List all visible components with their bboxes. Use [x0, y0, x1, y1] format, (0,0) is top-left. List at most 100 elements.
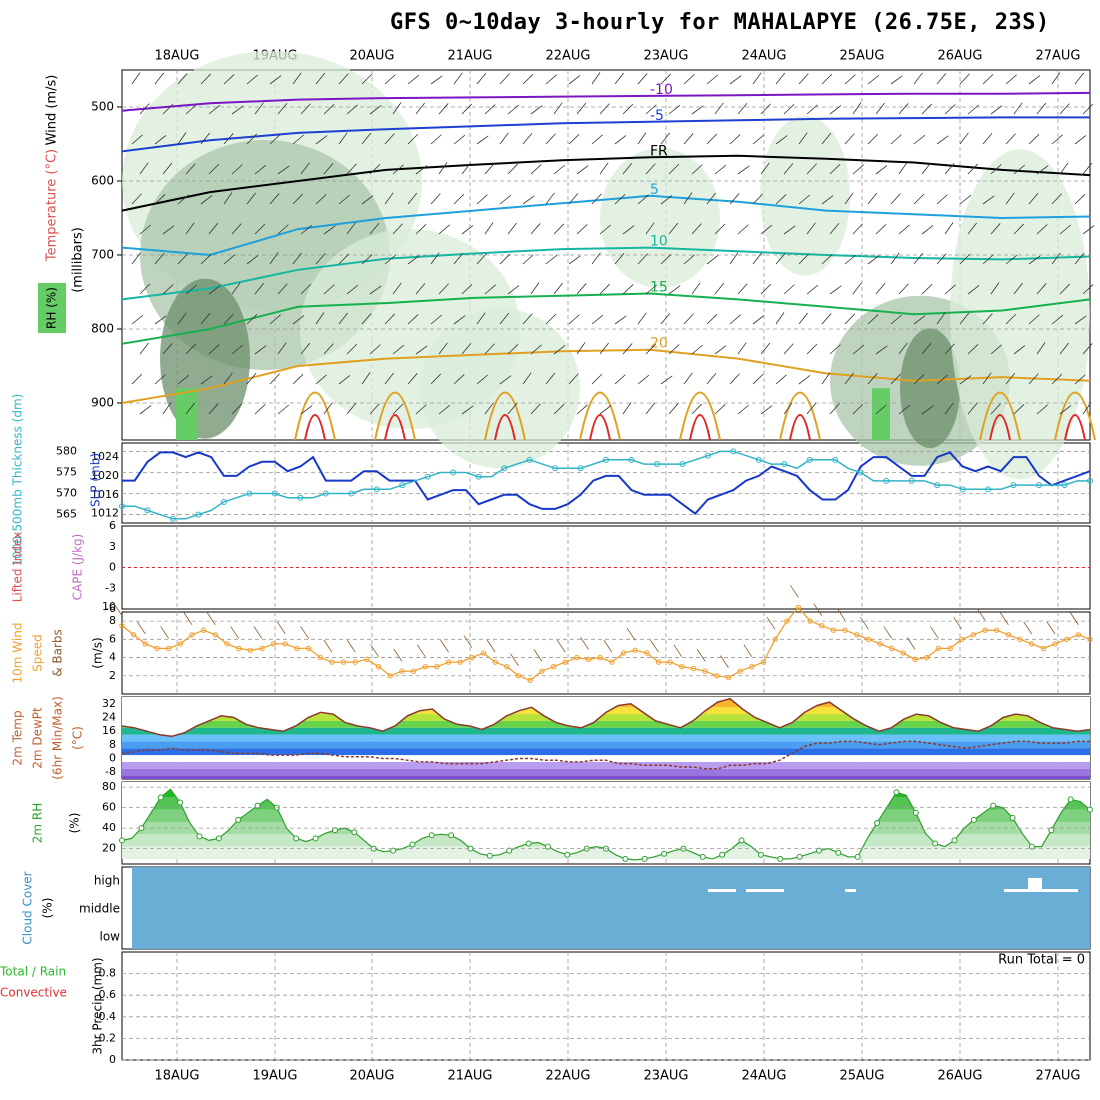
upper-wind-barb [200, 253, 212, 265]
thickness-point [603, 456, 609, 463]
li-tick-label: 6 [109, 519, 116, 532]
upper-wind-barb [691, 223, 702, 235]
upper-wind-barb [645, 104, 657, 115]
upper-wind-barb [921, 162, 931, 175]
upper-wind-barb [982, 195, 995, 205]
upper-wind-barb [614, 253, 625, 265]
upper-wind-barb [254, 102, 264, 115]
thickness-point [704, 452, 711, 459]
upper-wind-barb [829, 223, 840, 235]
upper-wind-barb [729, 373, 740, 385]
isotherm-line [121, 194, 1091, 257]
upper-wind-barb [729, 75, 742, 85]
rh-legend-label: RH (%) [45, 287, 59, 329]
wind-ylabel: 10m Wind [11, 623, 25, 684]
upper-wind-barb [476, 374, 488, 385]
temp-color-band [122, 761, 1090, 769]
upper-wind-barb [1059, 162, 1069, 175]
upper-wind-barb [913, 193, 925, 205]
rh-shading-high [872, 388, 890, 440]
temp-ylabel: (6hr Min/Max) [51, 696, 65, 780]
wind10m-point [469, 654, 475, 661]
temp-color-band [122, 775, 1090, 779]
upper-wind-barb [936, 135, 949, 145]
upper-wind-barb [545, 133, 556, 145]
upper-wind-barb [154, 193, 166, 205]
upper-wind-barb [1082, 103, 1094, 115]
temp2m-line [121, 697, 1091, 738]
upper-wind-barb [1005, 313, 1017, 325]
upper-wind-barb [867, 255, 880, 265]
wind10m-point [889, 645, 895, 652]
upper-wind-barb [200, 195, 213, 205]
wind10m-point [235, 645, 242, 652]
temp-tick-label: 8 [109, 738, 116, 751]
thickness-point [348, 490, 355, 497]
upper-wind-barb [852, 344, 865, 355]
upper-wind-barb [668, 344, 680, 355]
upper-wind-barb [553, 223, 565, 235]
upper-wind-barb [645, 343, 657, 355]
upper-wind-barb [568, 373, 579, 385]
wind10m-point [504, 663, 510, 670]
upper-wind-barb [936, 194, 948, 205]
upper-wind-barb [936, 73, 947, 85]
upper-wind-barb [706, 313, 718, 325]
upper-wind-barb [1028, 255, 1041, 265]
upper-wind-barb [277, 103, 288, 115]
wind10m-barb [183, 612, 193, 625]
upper-wind-barb [714, 223, 726, 235]
upper-wind-barb [660, 73, 672, 85]
wind10m-point [1052, 641, 1058, 647]
upper-wind-barb [852, 164, 864, 175]
upper-wind-barb [614, 374, 626, 385]
temp-ylabel: (°C) [71, 726, 85, 750]
date-label-top: 26AUG [937, 49, 982, 64]
upper-wind-barb [1082, 162, 1093, 175]
wind10m-barb [650, 639, 659, 653]
rh2m-point [157, 794, 164, 801]
wind-ylabel: (m/s) [91, 637, 105, 668]
upper-wind-barb [292, 315, 305, 325]
rh-shading-high [176, 388, 198, 440]
upper-wind-barb [959, 194, 972, 205]
upper-wind-barb [806, 343, 818, 355]
upper-wind-barb [875, 102, 885, 115]
wind10m-point [539, 668, 545, 674]
upper-wind-barb [139, 162, 149, 175]
pressure-tick-label: 900 [91, 396, 114, 410]
rh2m-point [970, 816, 977, 823]
upper-wind-barb [890, 75, 903, 85]
rh2m-point [564, 851, 571, 858]
upper-wind-barb [913, 374, 925, 385]
upper-wind-barb [1036, 342, 1046, 355]
upper-wind-barb [438, 404, 451, 415]
rh2m-point [835, 849, 842, 856]
wind10m-barb [370, 644, 379, 657]
wind10m-point [632, 647, 638, 653]
upper-wind-barb [568, 133, 580, 145]
wind10m-barb [1070, 612, 1079, 625]
upper-wind-barb [1013, 102, 1023, 115]
upper-wind-barb [944, 163, 955, 175]
thickness-point [552, 465, 559, 472]
isotherm-label: 20 [650, 336, 668, 352]
rh-ylabel: 2m RH [31, 803, 45, 844]
thickness-point [220, 498, 227, 505]
thickness-point [653, 461, 660, 468]
upper-wind-barb [430, 314, 442, 325]
upper-wind-barb [162, 225, 175, 235]
wind10m-point [527, 677, 533, 684]
hot-contour [304, 414, 326, 441]
upper-wind-barb [775, 312, 785, 325]
thk-tick-label: 580 [56, 444, 77, 457]
wind10m-point [550, 663, 557, 670]
rh2m-point [893, 789, 900, 796]
precip-tick-label: 0.8 [99, 967, 117, 980]
upper-wind-barb [507, 285, 520, 295]
rh2m-point [293, 835, 300, 842]
upper-wind-barb [545, 254, 558, 265]
upper-wind-barb [806, 222, 816, 235]
upper-wind-barb [691, 344, 703, 355]
upper-wind-barb [438, 162, 448, 175]
